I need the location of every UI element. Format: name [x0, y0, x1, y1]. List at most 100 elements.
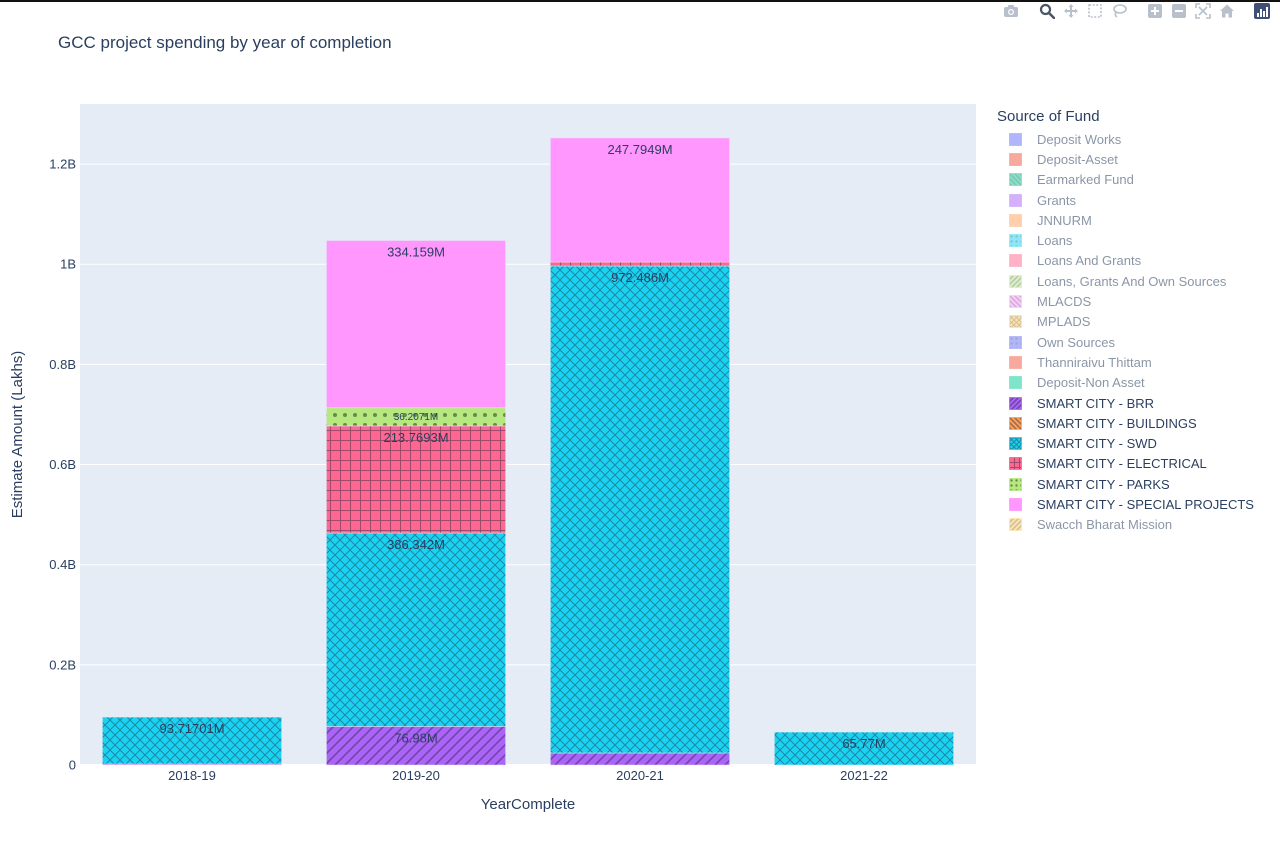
legend-item[interactable]: MPLADS [997, 312, 1277, 332]
autoscale-icon[interactable] [1194, 2, 1212, 20]
legend-label: JNNURM [1037, 212, 1092, 228]
legend-item[interactable]: Thanniraivu Thittam [997, 352, 1277, 372]
bar-segment[interactable] [326, 240, 506, 409]
x-tick-label: 2018-19 [168, 768, 216, 783]
legend-label: SMART CITY - ELECTRICAL [1037, 456, 1207, 472]
legend-swatch [1009, 376, 1022, 390]
plot-background [80, 104, 976, 765]
bars[interactable] [102, 137, 954, 766]
y-tick-label: 1.2B [49, 157, 76, 172]
bar-value-label: 972.486M [611, 270, 669, 285]
legend-swatch [1009, 153, 1022, 166]
y-tick-label: 0.2B [49, 657, 76, 672]
bar-value-label: 76.98M [394, 730, 437, 745]
y-axis-ticks: 0 0.2B 0.4B 0.6B 0.8B 1B 1.2B [49, 157, 76, 773]
legend-swatch [1009, 234, 1022, 248]
legend-item[interactable]: Loans [997, 230, 1277, 250]
zoom-out-icon[interactable] [1170, 2, 1188, 20]
window-top-border [0, 0, 1280, 2]
legend-label: Deposit Works [1037, 131, 1122, 147]
x-tick-label: 2019-20 [392, 768, 440, 783]
legend-item[interactable]: SMART CITY - SPECIAL PROJECTS [997, 494, 1277, 514]
legend-swatch [1009, 437, 1022, 450]
legend-label: Deposit-Asset [1037, 151, 1118, 167]
zoom-in-icon[interactable] [1146, 2, 1164, 20]
legend-swatch [1009, 396, 1022, 410]
legend-label: Thanniraivu Thittam [1037, 354, 1152, 370]
legend-item[interactable]: SMART CITY - PARKS [997, 474, 1277, 494]
bar-segment[interactable] [326, 532, 506, 727]
legend-item[interactable]: Deposit-Non Asset [997, 373, 1277, 393]
legend-label: SMART CITY - SWD [1037, 436, 1157, 452]
legend-item[interactable]: MLACDS [997, 291, 1277, 311]
legend-swatch [1009, 477, 1022, 491]
x-axis-ticks: 2018-19 2019-20 2020-21 2021-22 [168, 768, 888, 783]
bar-segment[interactable] [102, 716, 282, 765]
legend-label: Loans, Grants And Own Sources [1037, 273, 1227, 289]
bar-value-label: 334.159M [387, 244, 445, 259]
legend-swatch [1009, 213, 1022, 227]
legend-item[interactable]: Earmarked Fund [997, 170, 1277, 190]
legend-item[interactable]: Deposit-Asset [997, 149, 1277, 169]
legend-label: SMART CITY - PARKS [1037, 476, 1170, 492]
legend-label: Loans [1037, 233, 1073, 249]
bar-labels: 76.98M 93.71701M 386.342M 972.486M 65.77M 213… [159, 142, 885, 751]
x-tick-label: 2021-22 [840, 768, 888, 783]
legend-item[interactable]: Deposit Works [997, 129, 1277, 149]
y-axis-title: Estimate Amount (Lakhs) [9, 351, 26, 519]
legend-item[interactable]: JNNURM [997, 210, 1277, 230]
legend-item[interactable]: Grants [997, 190, 1277, 210]
reset-axes-icon[interactable] [1218, 2, 1236, 20]
bar-segment[interactable] [550, 265, 730, 754]
lasso-select-icon[interactable] [1110, 2, 1128, 20]
bar-value-label: 213.7693M [383, 430, 448, 445]
box-select-icon[interactable] [1086, 2, 1104, 20]
bar-segment[interactable] [550, 261, 730, 267]
bar-value-label: 247.7949M [607, 142, 672, 157]
bar-segment[interactable] [550, 137, 730, 263]
legend-label: Loans And Grants [1037, 253, 1142, 269]
legend-label: Grants [1037, 192, 1077, 208]
legend-label: Own Sources [1037, 334, 1116, 350]
legend-item[interactable]: Loans, Grants And Own Sources [997, 271, 1277, 291]
modebar [1002, 2, 1270, 20]
legend-item[interactable]: SMART CITY - BRR [997, 393, 1277, 413]
legend-label: MLACDS [1037, 294, 1092, 310]
legend-swatch [1009, 132, 1022, 146]
legend-item[interactable]: SMART CITY - SWD [997, 433, 1277, 453]
legend-items: Deposit Works Deposit-Asset Earmarked Fund… [997, 129, 1277, 535]
legend-swatch [1009, 335, 1022, 349]
bar-segment[interactable] [326, 425, 506, 534]
y-tick-label: 0.6B [49, 457, 76, 472]
x-tick-label: 2020-21 [616, 768, 664, 783]
legend-swatch [1009, 193, 1022, 207]
y-tick-label: 0 [69, 758, 76, 773]
camera-icon[interactable] [1002, 2, 1020, 20]
legend-label: SMART CITY - BUILDINGS [1037, 415, 1197, 431]
legend-swatch [1009, 498, 1022, 511]
legend-label: SMART CITY - SPECIAL PROJECTS [1037, 496, 1254, 512]
legend-swatch [1009, 457, 1022, 471]
legend-swatch [1009, 356, 1022, 369]
legend-item[interactable]: SMART CITY - BUILDINGS [997, 413, 1277, 433]
legend-item[interactable]: Loans And Grants [997, 251, 1277, 271]
legend-item[interactable]: Swacch Bharat Mission [997, 515, 1277, 535]
legend-label: Deposit-Non Asset [1037, 375, 1145, 391]
bar-value-label: 36.2071M [394, 412, 438, 423]
legend-swatch [1009, 518, 1022, 532]
plotly-logo-icon[interactable] [1254, 3, 1270, 19]
bar-value-label: 65.77M [842, 736, 885, 751]
chart-title: GCC project spending by year of completi… [58, 33, 392, 52]
legend-swatch [1009, 173, 1022, 187]
bar-segment[interactable] [550, 752, 730, 766]
bar-segment[interactable] [774, 731, 954, 766]
zoom-icon[interactable] [1038, 2, 1056, 20]
legend-title: Source of Fund [997, 108, 1100, 125]
legend-item[interactable]: SMART CITY - ELECTRICAL [997, 454, 1277, 474]
legend-item[interactable]: Own Sources [997, 332, 1277, 352]
legend-swatch [1009, 416, 1022, 430]
legend: Source of Fund Deposit Works Deposit-Asse… [997, 108, 1277, 535]
bar-value-label: 93.71701M [159, 721, 224, 736]
pan-icon[interactable] [1062, 2, 1080, 20]
